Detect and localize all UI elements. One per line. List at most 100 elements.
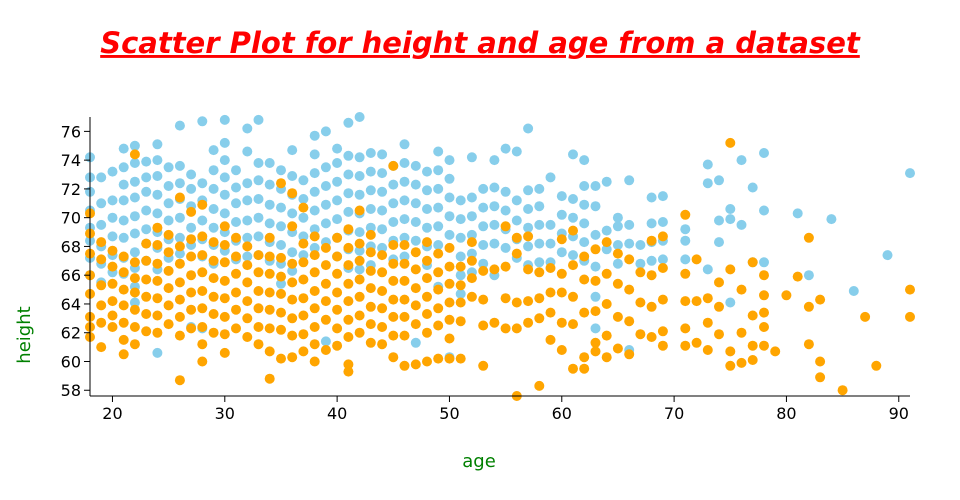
data-point [276,324,286,335]
data-point [242,195,253,206]
data-point [523,222,534,233]
data-point [410,179,421,190]
data-point [107,195,118,206]
data-point [298,231,309,242]
data-point [298,212,309,223]
data-point [444,242,455,253]
data-point [444,278,455,289]
data-point [377,168,388,179]
data-point [219,257,230,268]
data-point [590,261,601,272]
data-point [287,313,298,324]
data-point [433,353,444,364]
data-point [545,334,556,345]
data-point [657,340,668,351]
data-point [433,267,444,278]
data-point [163,198,174,209]
data-point [186,251,197,262]
data-point [680,209,691,220]
data-point [905,311,915,322]
data-point [163,300,174,311]
data-point [410,235,421,246]
data-point [422,255,432,266]
data-point [354,112,365,122]
data-point [590,275,601,286]
data-point [747,182,758,193]
data-point [118,300,129,311]
data-point [197,267,208,278]
data-point [601,225,612,236]
data-point [568,260,578,271]
data-point [141,224,152,235]
data-point [118,215,129,226]
data-point [253,322,264,332]
data-point [354,245,365,256]
data-point [523,231,534,242]
data-point [298,175,309,186]
data-point [129,140,140,151]
data-point [264,218,275,229]
data-point [152,327,163,338]
data-point [354,274,365,285]
data-point [590,306,601,317]
data-point [141,238,152,249]
data-point [287,221,298,232]
data-point [646,270,657,281]
data-point [365,166,376,177]
y-tick-label: 76 [61,122,81,141]
x-axis-ticks: 20 30 40 50 60 70 80 90 [102,396,909,423]
data-point [466,192,477,203]
data-point [410,319,421,330]
data-point [377,250,388,261]
data-point [747,257,758,268]
data-point [725,297,736,308]
data-point [354,264,365,275]
data-point [489,155,500,166]
data-point [309,130,320,141]
data-point [837,385,848,396]
data-point [601,237,612,248]
data-point [725,264,736,275]
data-point [534,219,545,230]
data-point [388,179,399,190]
data-point [444,229,455,240]
data-point [118,179,129,190]
data-point [174,258,185,269]
data-point [478,258,489,269]
data-point [433,240,444,250]
data-point [478,221,489,232]
data-point [556,234,567,245]
data-point [624,175,635,186]
data-point [500,221,511,232]
data-point [534,293,545,304]
data-point [612,240,623,250]
data-point [523,123,534,134]
data-point [163,162,174,173]
data-point [725,137,736,148]
data-point [388,330,399,341]
data-point [523,296,534,307]
data-point [242,123,253,134]
data-point [163,181,174,191]
data-point [377,267,388,278]
data-point [208,165,219,176]
data-point [579,251,590,262]
x-tick-label: 50 [439,404,459,423]
data-point [287,330,298,341]
data-point [264,304,275,315]
data-point [186,270,197,281]
data-point [118,251,129,262]
data-point [152,347,163,358]
data-point [860,311,871,322]
x-tick-label: 60 [552,404,572,423]
data-point [174,311,185,322]
data-point [568,319,578,330]
data-point [725,360,736,371]
data-point [478,183,489,194]
data-point [309,356,320,367]
data-point [399,251,410,262]
data-point [298,250,309,261]
data-point [523,264,534,275]
data-point [354,152,365,163]
data-point [186,304,197,315]
